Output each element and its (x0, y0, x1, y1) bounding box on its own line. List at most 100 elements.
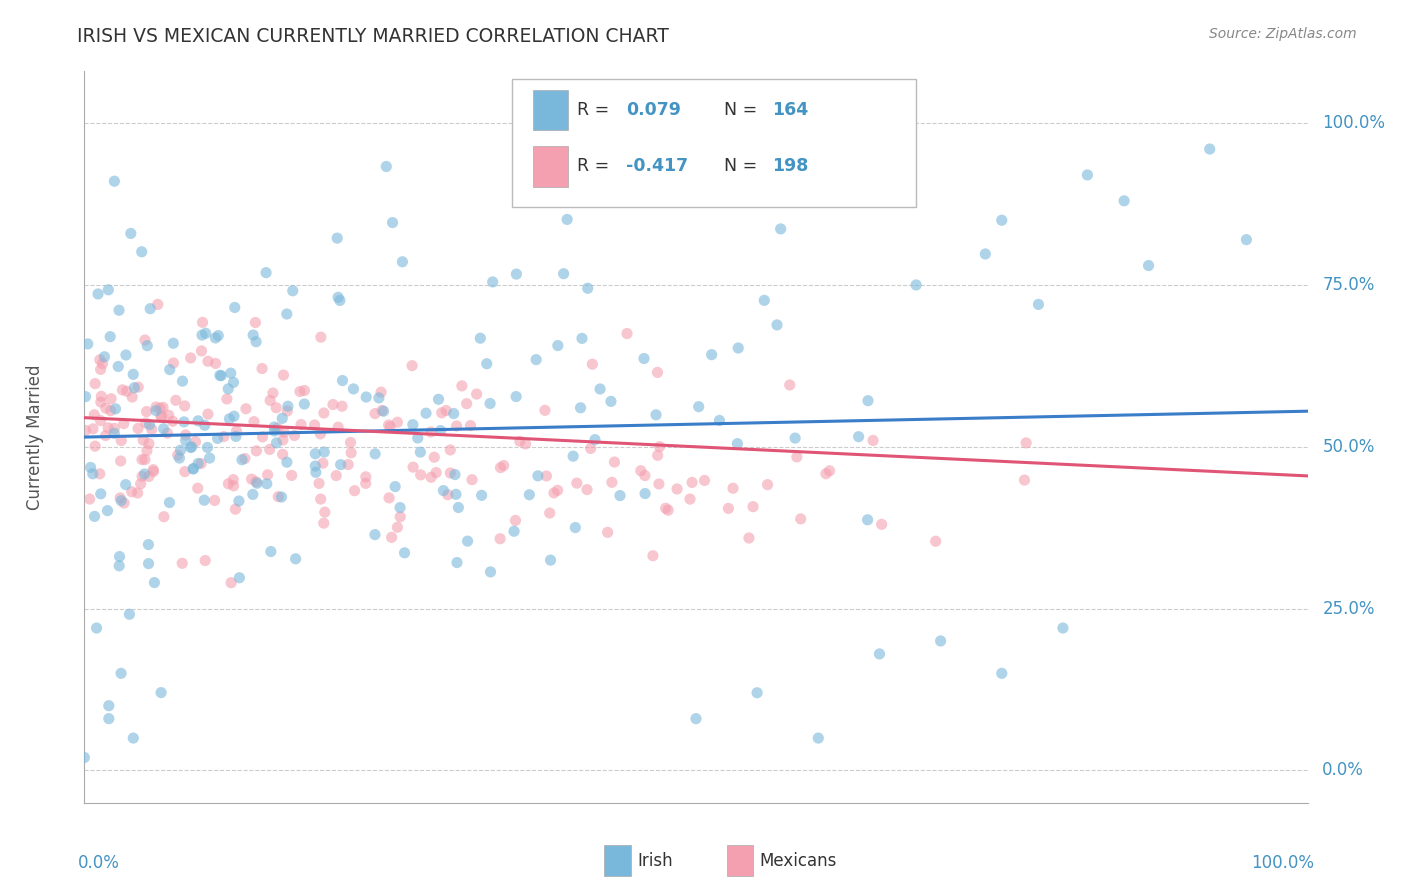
Point (181, 462, 204, 476)
Point (84, 439, 107, 453)
Point (124, 381, 146, 395)
Point (451, 379, 474, 393)
Point (330, 399, 353, 413)
Point (250, 361, 273, 376)
Point (142, 463, 165, 477)
Point (217, 476, 239, 491)
Point (420, 470, 443, 484)
Point (276, 307, 298, 321)
Text: 0.0%: 0.0% (79, 854, 120, 872)
Point (524, 352, 547, 367)
Point (134, 452, 156, 467)
Point (309, 492, 332, 507)
Point (204, 331, 226, 345)
Point (862, 434, 884, 448)
Point (142, 465, 165, 479)
Point (354, 476, 377, 491)
Point (576, 281, 599, 295)
Point (342, 382, 364, 396)
Point (108, 303, 131, 318)
Point (429, 424, 451, 438)
Text: R =: R = (578, 158, 614, 176)
Point (562, 449, 585, 463)
Point (131, 469, 153, 483)
Point (104, 401, 127, 416)
Point (242, 487, 264, 501)
Point (378, 491, 401, 505)
Point (146, 297, 169, 311)
Point (924, 534, 946, 549)
Point (870, 517, 893, 532)
Point (224, 301, 246, 315)
Point (742, 500, 765, 514)
Point (173, 399, 195, 413)
Point (222, 376, 245, 390)
Point (98, 329, 121, 343)
Point (136, 339, 159, 353)
Point (166, 448, 188, 462)
Point (634, 468, 657, 483)
Point (191, 328, 214, 343)
Point (156, 426, 179, 441)
Point (727, 341, 749, 355)
Point (389, 500, 412, 515)
Point (219, 366, 242, 380)
Point (153, 509, 176, 524)
Text: Irish: Irish (637, 852, 673, 870)
Point (364, 407, 387, 421)
Point (75, 390, 97, 404)
Point (536, 469, 558, 483)
Point (138, 436, 160, 450)
Point (143, 575, 166, 590)
Point (905, 277, 928, 292)
Point (103, 174, 125, 188)
Point (818, 464, 841, 478)
Point (208, 368, 231, 383)
Point (381, 530, 404, 544)
Point (380, 419, 402, 434)
Point (641, 549, 664, 563)
Text: Source: ZipAtlas.com: Source: ZipAtlas.com (1209, 27, 1357, 41)
Point (576, 483, 599, 497)
Point (633, 351, 655, 366)
Text: 0.0%: 0.0% (1322, 762, 1364, 780)
Point (538, 506, 561, 520)
Point (240, 472, 263, 486)
Point (579, 442, 602, 456)
FancyBboxPatch shape (533, 90, 568, 130)
Point (465, 387, 488, 401)
Point (276, 404, 298, 418)
Text: 0.079: 0.079 (626, 101, 681, 120)
Point (172, 557, 194, 571)
Point (807, 731, 830, 745)
Point (150, 409, 173, 424)
Point (309, 330, 332, 344)
Text: Currently Married: Currently Married (27, 364, 45, 510)
Point (79, 491, 101, 506)
FancyBboxPatch shape (727, 846, 754, 876)
Point (233, 451, 256, 466)
Point (332, 374, 354, 388)
Point (169, 451, 191, 466)
Point (709, 413, 731, 427)
Point (235, 401, 257, 416)
Point (121, 390, 143, 404)
Point (634, 486, 657, 500)
Point (444, 487, 467, 501)
Point (89, 467, 111, 481)
Point (114, 477, 136, 491)
Point (245, 334, 267, 349)
Point (93, 350, 115, 364)
Point (242, 328, 264, 343)
Point (194, 326, 217, 341)
Point (207, 328, 229, 343)
Point (97, 698, 120, 713)
Point (180, 441, 202, 455)
Point (292, 397, 315, 411)
Text: 100.0%: 100.0% (1251, 854, 1313, 872)
Point (609, 489, 631, 503)
Point (534, 403, 557, 417)
Point (589, 382, 612, 396)
Point (246, 476, 269, 491)
Point (139, 301, 162, 316)
